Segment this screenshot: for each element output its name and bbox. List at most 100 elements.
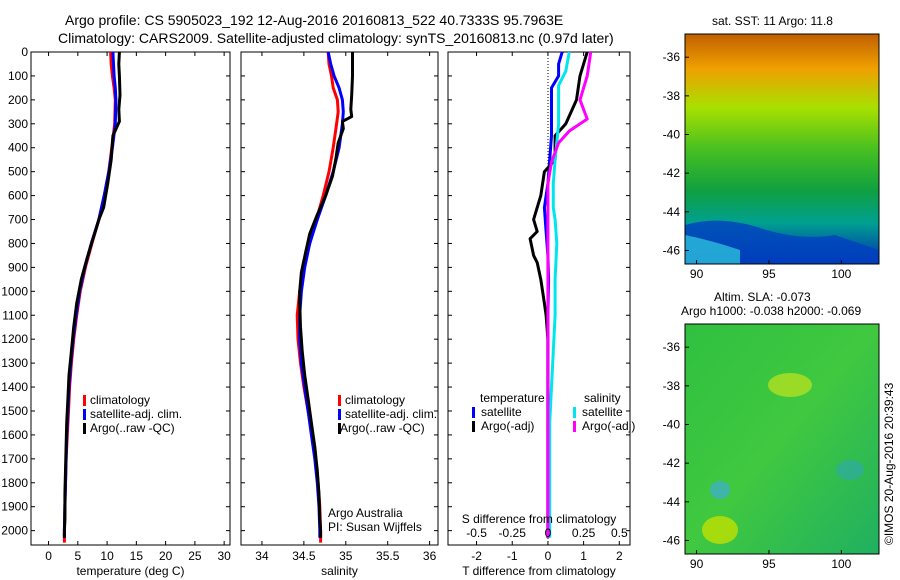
x-tick-label: 0 (545, 549, 552, 563)
sla-high-anomaly (702, 516, 738, 544)
sla-map-frame (684, 323, 880, 555)
map-lon-label: 95 (762, 557, 776, 571)
sst-map-frame (684, 33, 880, 265)
map-lat-label: -38 (663, 379, 681, 393)
legend-label-s-satellite: satellite (582, 405, 623, 419)
legend-label-t-argo: Argo(-adj) (481, 419, 534, 433)
map-lat-label: -40 (663, 128, 681, 142)
sla-map-subtitle: Argo h1000: -0.038 h2000: -0.069 (681, 304, 861, 318)
sst-map: sat. SST: 11 Argo: 11.8 -36 -38 -40 -42 -44 -… (663, 14, 880, 281)
x-tick-label: 34.5 (292, 549, 316, 563)
series-line-argo-adj (546, 51, 593, 538)
map-lat-label: -42 (663, 456, 681, 470)
depth-tick-label: 1100 (2, 308, 28, 322)
x-tick-label: 1 (580, 549, 587, 563)
x-tick-label: 34 (255, 549, 269, 563)
depth-tick-label: 1700 (1, 452, 28, 466)
series-line-argo-raw-qc (62, 51, 122, 538)
x-axis-label: T difference from climatology (462, 564, 616, 578)
map-lat-label: -46 (663, 243, 681, 257)
legend-header-salinity: salinity (584, 391, 621, 405)
x-tick-label: 25 (188, 549, 202, 563)
x-tick-label: 20 (159, 549, 173, 563)
map-lat-label: -46 (663, 533, 681, 547)
depth-tick-label: 900 (8, 260, 28, 274)
figure-title-line2: Climatology: CARS2009. Satellite-adjuste… (58, 30, 614, 46)
legend-label-t-satellite: satellite (481, 405, 522, 419)
legend-label-s-argo: Argo(-adj) (582, 419, 635, 433)
depth-tick-label: 0 (21, 45, 28, 59)
sla-map-title: Altim. SLA: -0.073 (714, 290, 811, 304)
legend-swatch-t-satellite (472, 407, 475, 418)
x-axis-label: temperature (deg C) (76, 564, 184, 578)
depth-tick-label: 2000 (1, 524, 28, 538)
x-tick-label: 0 (45, 549, 52, 563)
series-line-argo-raw-qc (298, 52, 354, 538)
x-tick-label: -1 (507, 549, 518, 563)
annotation-institution: Argo Australia (328, 506, 403, 520)
x-tick-label: 2 (616, 549, 623, 563)
depth-tick-label: 200 (8, 93, 28, 107)
depth-tick-label: 500 (8, 165, 28, 179)
map-lat-label: -36 (663, 340, 681, 354)
map-lat-label: -40 (663, 418, 681, 432)
x-tick-label: -2 (471, 549, 482, 563)
depth-tick-label: 800 (8, 236, 28, 250)
depth-tick-label: 300 (8, 117, 28, 131)
legend-swatch-t-argo (472, 421, 475, 432)
difference-axes (447, 51, 631, 546)
series-line-climatology (62, 51, 117, 543)
x-tick-label: 5 (74, 549, 81, 563)
map-lon-label: 95 (762, 267, 776, 281)
map-lat-label: -42 (663, 166, 681, 180)
x-axis-label: salinity (321, 564, 358, 578)
depth-tick-label: 1000 (1, 284, 28, 298)
legend-label-satellite: satellite-adj. clim. (345, 407, 437, 421)
s-diff-tick-label: -0.5 (466, 526, 487, 540)
s-diff-tick-label: 0.5 (611, 526, 628, 540)
legend-swatch-argo (338, 423, 341, 434)
series-line-satellite-adj-clim (62, 51, 118, 538)
map-lat-label: -44 (663, 205, 681, 219)
legend-swatch-satellite (338, 409, 341, 420)
map-lat-label: -44 (663, 495, 681, 509)
s-diff-tick-label: 0.25 (572, 526, 596, 540)
legend-label-argo: Argo(..raw -QC) (90, 421, 175, 435)
legend-header-temperature: temperature (480, 391, 545, 405)
annotation-pi: PI: Susan Wijffels (328, 520, 422, 534)
legend-swatch-s-argo (573, 421, 576, 432)
depth-tick-label: 100 (8, 69, 28, 83)
x-tick-label: 15 (130, 549, 144, 563)
salinity-axes (240, 51, 439, 546)
map-lat-label: -38 (663, 89, 681, 103)
sla-high-anomaly (768, 373, 812, 397)
figure-title-line1: Argo profile: CS 5905023_192 12-Aug-2016… (65, 12, 564, 28)
sla-low-anomaly (836, 460, 864, 480)
depth-tick-label: 1800 (1, 476, 28, 490)
sla-low-anomaly (710, 481, 730, 499)
sst-cyan-region (685, 235, 740, 264)
depth-tick-label: 600 (8, 189, 28, 203)
depth-tick-label: 400 (8, 141, 28, 155)
map-lat-label: -36 (663, 50, 681, 64)
legend-label-satellite: satellite-adj. clim. (90, 407, 182, 421)
s-diff-tick-label: -0.25 (499, 526, 527, 540)
depth-tick-label: 700 (8, 213, 28, 227)
legend-swatch-s-satellite (573, 407, 576, 418)
series-line-satellite (548, 51, 571, 538)
x-tick-label: 36 (423, 549, 437, 563)
depth-tick-label: 1900 (1, 500, 28, 514)
depth-tick-label: 1200 (1, 332, 28, 346)
legend-swatch-satellite (83, 409, 86, 420)
map-lon-label: 90 (690, 557, 704, 571)
legend-swatch-climatology (83, 395, 86, 406)
map-lon-label: 100 (831, 557, 851, 571)
depth-tick-label: 1300 (1, 356, 28, 370)
x-tick-label: 35.5 (376, 549, 400, 563)
x-tick-label: 10 (100, 549, 114, 563)
sst-map-title: sat. SST: 11 Argo: 11.8 (712, 14, 833, 28)
map-lon-label: 100 (831, 267, 851, 281)
s-diff-axis-label: S difference from climatology (462, 512, 617, 526)
legend-label-climatology: climatology (90, 393, 150, 407)
